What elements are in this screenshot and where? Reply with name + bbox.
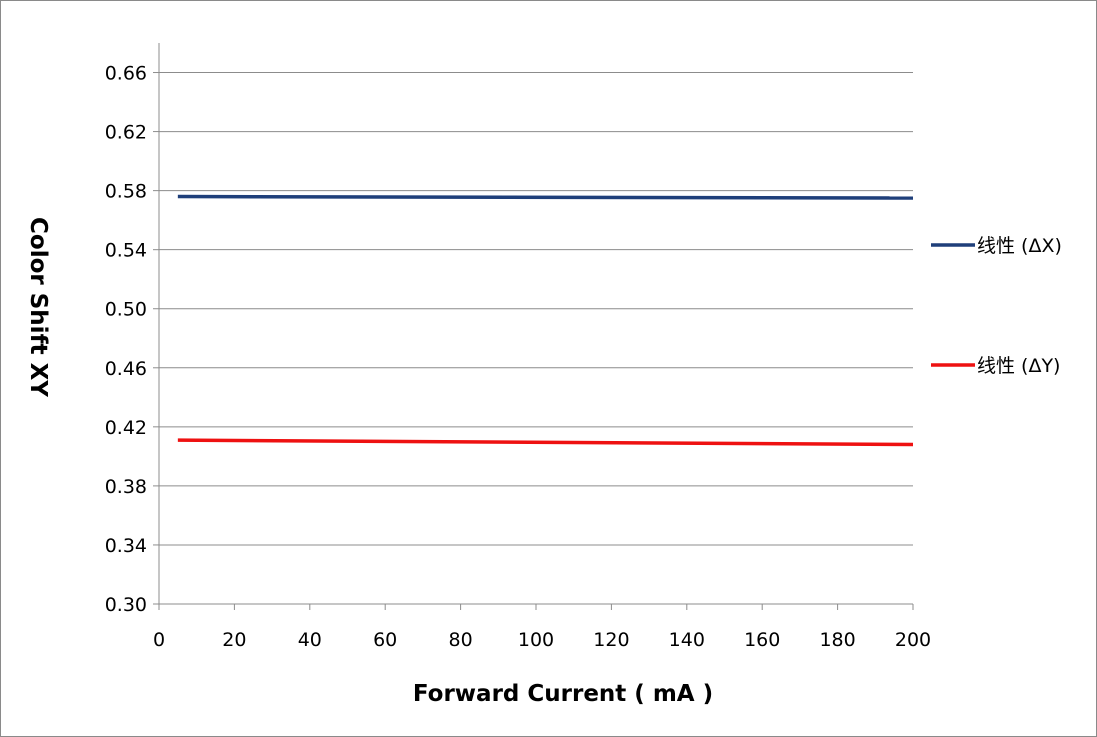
y-tick-label: 0.66 [105,63,147,85]
x-tick-label: 200 [895,629,931,651]
x-tick-label: 140 [669,629,705,651]
x-tick-label: 80 [449,629,473,651]
x-tick-label: 160 [744,629,780,651]
y-tick-label: 0.58 [105,181,147,203]
legend-label: 线性 (ΔX) [977,235,1062,257]
series-line-dy [177,438,914,447]
x-tick-label: 100 [518,629,554,651]
x-tick-label: 180 [819,629,855,651]
y-tick-label: 0.38 [105,476,147,498]
y-axis-title: Color Shift XY [25,217,51,397]
y-tick-label: 0.30 [105,594,147,616]
y-tick-label: 0.42 [105,417,147,439]
legend-label: 线性 (ΔY) [977,355,1060,377]
x-axis-title: Forward Current ( mA ) [413,681,713,707]
y-tick-label: 0.54 [105,240,147,262]
x-tick-label: 60 [373,629,397,651]
x-tick-label: 20 [222,629,246,651]
x-tick-label: 0 [153,629,165,651]
x-tick-label: 120 [593,629,629,651]
y-tick-label: 0.46 [105,358,147,380]
y-tick-label: 0.34 [105,535,147,557]
series-line-dx [177,194,914,200]
y-tick-label: 0.50 [105,299,147,321]
y-tick-label: 0.62 [105,122,147,144]
x-tick-label: 40 [298,629,322,651]
